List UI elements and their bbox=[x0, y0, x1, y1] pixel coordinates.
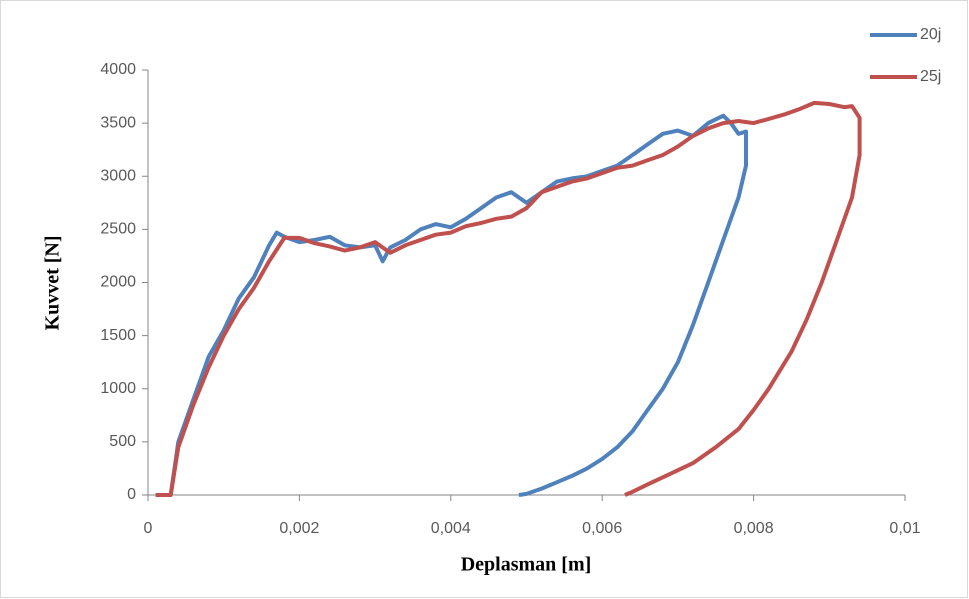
y-tick-label: 500 bbox=[109, 433, 136, 450]
x-tick-label: 0,008 bbox=[734, 520, 774, 537]
x-axis-title: Deplasman [m] bbox=[461, 554, 592, 576]
legend-label: 25j bbox=[920, 68, 941, 85]
y-tick-label: 2000 bbox=[100, 274, 136, 291]
y-tick-label: 4000 bbox=[100, 61, 136, 78]
y-tick-label: 2500 bbox=[100, 221, 136, 238]
y-tick-label: 3500 bbox=[100, 114, 136, 131]
y-tick-label: 1000 bbox=[100, 380, 136, 397]
legend-label: 20j bbox=[920, 26, 941, 43]
y-axis-title: Kuvvet [N] bbox=[42, 236, 64, 331]
y-tick-label: 3000 bbox=[100, 167, 136, 184]
series-line bbox=[155, 100, 862, 497]
x-tick-label: 0,006 bbox=[582, 520, 622, 537]
y-tick-label: 0 bbox=[127, 486, 136, 503]
x-tick-label: 0,004 bbox=[431, 520, 471, 537]
y-tick-label: 1500 bbox=[100, 327, 136, 344]
x-tick-label: 0,01 bbox=[889, 520, 920, 537]
x-tick-label: 0 bbox=[144, 520, 153, 537]
x-tick-label: 0,002 bbox=[279, 520, 319, 537]
